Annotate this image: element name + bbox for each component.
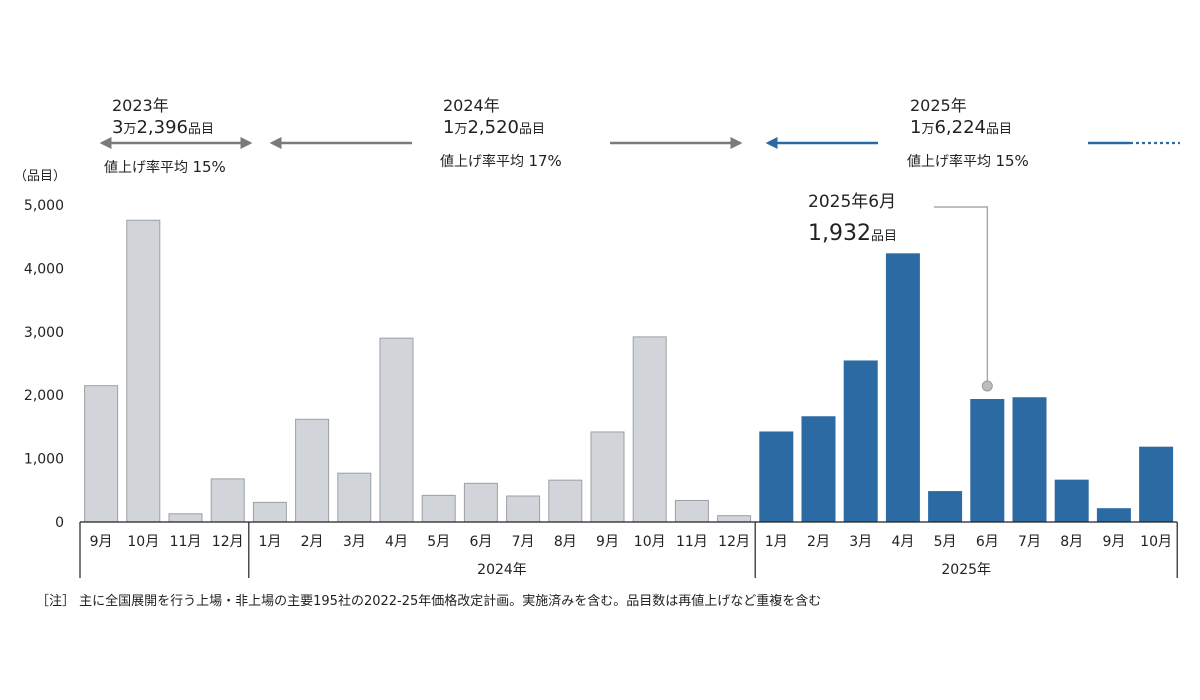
y-tick-label: 4,000 xyxy=(24,261,64,277)
x-axis: 2024年 2025年 9月 10月 11月 12月 1月 2月 3月 4月 5月 6月 7月 8月 9月 1… xyxy=(79,521,1178,578)
x-tick-label: 6月 xyxy=(976,534,999,550)
bar xyxy=(421,494,456,523)
x-tick-label: 8月 xyxy=(554,534,577,550)
bar xyxy=(970,399,1005,523)
summary-rate: 値上げ率平均 17% xyxy=(440,152,562,170)
x-tick-label: 11月 xyxy=(170,534,202,550)
bar xyxy=(1139,446,1174,523)
annotation-marker xyxy=(981,380,993,392)
y-tick-label: 3,000 xyxy=(24,325,64,341)
summary-rate: 値上げ率平均 15% xyxy=(907,152,1029,170)
bar xyxy=(885,253,920,523)
bar xyxy=(379,337,414,523)
year-group-label: 2024年 xyxy=(477,562,527,578)
x-tick-label: 5月 xyxy=(427,534,450,550)
bar xyxy=(84,385,119,523)
y-axis: （品目） 0 1,000 2,000 3,000 4,000 5,000 xyxy=(14,169,66,531)
x-tick-label: 1月 xyxy=(765,534,788,550)
x-tick-label: 9月 xyxy=(1102,534,1125,550)
bar xyxy=(928,491,963,523)
x-tick-label: 3月 xyxy=(343,534,366,550)
bar xyxy=(168,513,203,523)
peak-annotation: 2025年6月 1,932品目 xyxy=(808,192,993,392)
bar xyxy=(548,479,583,523)
summary-count: 1万6,224品目 xyxy=(910,117,1012,138)
x-tick-label: 1月 xyxy=(258,534,281,550)
x-tick-label: 8月 xyxy=(1060,534,1083,550)
bars xyxy=(84,219,1174,523)
x-tick-label: 3月 xyxy=(849,534,872,550)
x-tick-label: 7月 xyxy=(1018,534,1041,550)
bar xyxy=(717,515,752,523)
x-tick-label: 7月 xyxy=(512,534,535,550)
bar xyxy=(801,416,836,523)
y-unit-label: （品目） xyxy=(14,169,66,184)
summary-count: 1万2,520品目 xyxy=(443,117,545,138)
x-tick-label: 4月 xyxy=(385,534,408,550)
bar xyxy=(463,482,498,523)
x-tick-label: 6月 xyxy=(469,534,492,550)
bar xyxy=(1096,508,1131,523)
bar xyxy=(210,478,245,523)
y-tick-label: 5,000 xyxy=(24,198,64,214)
annotation-title: 2025年6月 xyxy=(808,192,896,212)
x-tick-label: 2月 xyxy=(301,534,324,550)
year-group-label: 2025年 xyxy=(941,562,991,578)
summary-year: 2023年 xyxy=(112,96,169,115)
y-tick-label: 0 xyxy=(55,515,64,531)
x-tick-label: 12月 xyxy=(212,534,244,550)
bar xyxy=(759,431,794,523)
summary-year: 2024年 xyxy=(443,96,500,115)
bar xyxy=(843,360,878,523)
bar xyxy=(674,499,709,523)
x-tick-label: 9月 xyxy=(90,534,113,550)
bar xyxy=(632,336,667,523)
x-tick-label: 10月 xyxy=(1140,534,1172,550)
footnote: ［注］ 主に全国展開を行う上場・非上場の主要195社の2022-25年価格改定計… xyxy=(36,593,821,609)
bar xyxy=(337,472,372,523)
x-tick-label: 2月 xyxy=(807,534,830,550)
x-tick-label: 10月 xyxy=(127,534,159,550)
annotation-value: 1,932品目 xyxy=(808,221,897,246)
summary-count: 3万2,396品目 xyxy=(112,117,214,138)
bar xyxy=(126,219,161,523)
x-tick-label: 9月 xyxy=(596,534,619,550)
bar xyxy=(1012,397,1047,523)
summary-rate: 値上げ率平均 15% xyxy=(104,158,226,176)
bar xyxy=(590,431,625,523)
x-tick-label: 5月 xyxy=(934,534,957,550)
x-tick-label: 10月 xyxy=(634,534,666,550)
bar xyxy=(252,501,287,523)
x-tick-label: 11月 xyxy=(676,534,708,550)
bar xyxy=(295,418,330,523)
summary-year: 2025年 xyxy=(910,96,967,115)
y-tick-label: 2,000 xyxy=(24,388,64,404)
bar xyxy=(506,495,541,523)
x-tick-label: 12月 xyxy=(718,534,750,550)
bar xyxy=(1054,479,1089,523)
y-tick-label: 1,000 xyxy=(24,452,64,468)
x-tick-label: 4月 xyxy=(891,534,914,550)
annotation-leader xyxy=(934,206,988,382)
